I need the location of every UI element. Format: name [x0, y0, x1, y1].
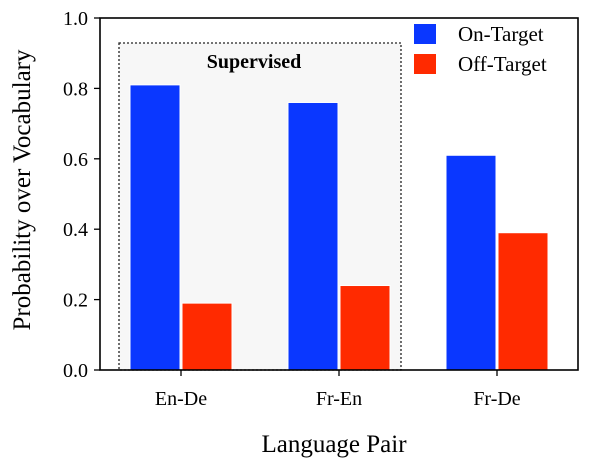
y-tick-label-0.2: 0.2: [63, 290, 88, 312]
bar-on-target-fr-de: [445, 154, 497, 371]
bar-on-target-fr-en: [287, 101, 339, 371]
y-tick-label-0.6: 0.6: [63, 149, 88, 171]
x-tick-label-fr-de: Fr-De: [473, 388, 520, 410]
y-tick-label-0.4: 0.4: [63, 219, 88, 241]
bar-on-target-en-de: [129, 84, 181, 371]
legend-label-off-target: Off-Target: [458, 52, 547, 76]
bar-off-target-fr-de: [497, 232, 549, 371]
y-axis-title: Probability over Vocabulary: [9, 49, 36, 330]
x-tick-label-fr-en: Fr-En: [316, 388, 362, 410]
legend-swatch-off-target: [414, 54, 436, 74]
bar-off-target-fr-en: [339, 285, 391, 371]
x-axis-title: Language Pair: [261, 431, 407, 458]
legend-swatch-on-target: [414, 24, 436, 44]
supervised-label: Supervised: [207, 51, 301, 73]
legend-label-on-target: On-Target: [458, 22, 544, 46]
y-tick-label-0.8: 0.8: [63, 78, 88, 100]
x-tick-label-en-de: En-De: [155, 388, 207, 410]
y-tick-label-0.0: 0.0: [63, 360, 88, 382]
y-tick-label-1.0: 1.0: [63, 8, 88, 30]
bar-off-target-en-de: [181, 302, 233, 371]
